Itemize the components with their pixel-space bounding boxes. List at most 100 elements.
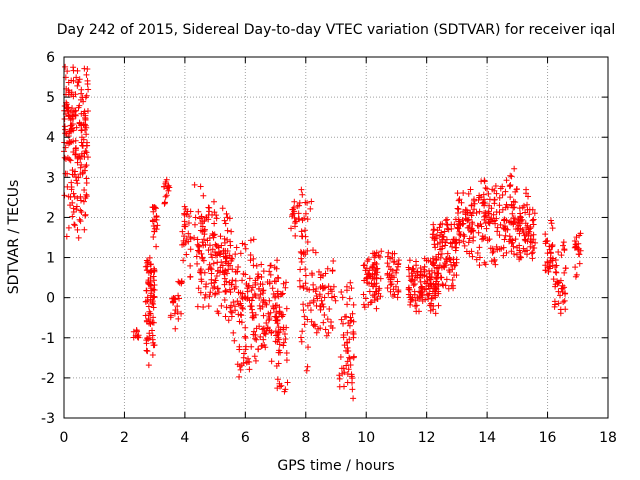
data-point bbox=[77, 207, 84, 214]
x-axis-label: GPS time / hours bbox=[277, 458, 394, 474]
data-point bbox=[68, 128, 75, 135]
data-point bbox=[320, 319, 327, 326]
data-point bbox=[444, 225, 451, 232]
data-point bbox=[516, 205, 523, 212]
data-point bbox=[560, 298, 567, 305]
data-point bbox=[488, 258, 495, 265]
data-point bbox=[437, 239, 444, 246]
data-point bbox=[276, 309, 283, 316]
data-point bbox=[206, 261, 213, 268]
data-point bbox=[549, 225, 556, 232]
data-point bbox=[227, 308, 234, 315]
data-point bbox=[350, 353, 357, 360]
data-point bbox=[191, 181, 198, 188]
data-point bbox=[464, 209, 471, 216]
data-point bbox=[194, 260, 201, 267]
data-point bbox=[496, 232, 503, 239]
data-point bbox=[242, 324, 249, 331]
data-point bbox=[526, 211, 533, 218]
data-point bbox=[275, 329, 282, 336]
data-point bbox=[340, 320, 347, 327]
data-point bbox=[435, 302, 442, 309]
data-point bbox=[488, 205, 495, 212]
data-point bbox=[198, 278, 205, 285]
data-point bbox=[476, 254, 483, 261]
data-point bbox=[519, 204, 526, 211]
data-point bbox=[517, 210, 524, 217]
data-point bbox=[260, 268, 267, 275]
data-point bbox=[144, 335, 151, 342]
data-point bbox=[496, 194, 503, 201]
data-point bbox=[71, 222, 78, 229]
data-point bbox=[274, 257, 281, 264]
data-point bbox=[70, 205, 77, 212]
data-point bbox=[325, 283, 332, 290]
data-point bbox=[546, 265, 553, 272]
data-point bbox=[301, 227, 308, 234]
data-point bbox=[330, 283, 337, 290]
data-point bbox=[437, 221, 444, 228]
data-point bbox=[304, 363, 311, 370]
data-point bbox=[194, 236, 201, 243]
data-point bbox=[466, 235, 473, 242]
data-point bbox=[209, 254, 216, 261]
data-point bbox=[146, 330, 153, 337]
data-point bbox=[73, 206, 80, 213]
data-point bbox=[442, 239, 449, 246]
data-point bbox=[171, 310, 178, 317]
data-point bbox=[150, 273, 157, 280]
data-point bbox=[391, 291, 398, 298]
data-point bbox=[218, 259, 225, 266]
data-point bbox=[496, 209, 503, 216]
x-tick-label: 16 bbox=[539, 430, 557, 446]
data-point bbox=[247, 237, 254, 244]
data-point bbox=[176, 295, 183, 302]
data-point bbox=[211, 283, 218, 290]
data-point bbox=[201, 217, 208, 224]
data-point bbox=[508, 248, 515, 255]
data-point bbox=[475, 229, 482, 236]
data-point bbox=[74, 180, 81, 187]
data-point bbox=[317, 274, 324, 281]
data-point bbox=[230, 299, 237, 306]
data-point bbox=[575, 251, 582, 258]
data-point bbox=[345, 320, 352, 327]
data-point bbox=[405, 264, 412, 271]
data-point bbox=[162, 180, 169, 187]
data-point bbox=[212, 277, 219, 284]
data-point bbox=[291, 208, 298, 215]
data-point bbox=[224, 236, 231, 243]
data-point bbox=[508, 201, 515, 208]
data-point bbox=[212, 252, 219, 259]
data-point bbox=[525, 193, 532, 200]
data-point bbox=[486, 210, 493, 217]
data-point bbox=[501, 236, 508, 243]
data-point bbox=[199, 239, 206, 246]
data-point bbox=[228, 302, 235, 309]
data-point bbox=[350, 328, 357, 335]
data-point bbox=[318, 297, 325, 304]
data-point bbox=[340, 334, 347, 341]
data-point bbox=[232, 283, 239, 290]
data-point bbox=[341, 313, 348, 320]
data-point bbox=[469, 219, 476, 226]
data-point bbox=[180, 257, 187, 264]
data-point bbox=[501, 216, 508, 223]
data-point bbox=[78, 139, 85, 146]
grid bbox=[64, 57, 608, 418]
data-point bbox=[470, 237, 477, 244]
data-point bbox=[413, 302, 420, 309]
data-point bbox=[513, 186, 520, 193]
data-point bbox=[277, 383, 284, 390]
data-point bbox=[350, 334, 357, 341]
data-point bbox=[147, 268, 154, 275]
data-point bbox=[371, 281, 378, 288]
data-point bbox=[143, 347, 150, 354]
data-point bbox=[375, 290, 382, 297]
data-point bbox=[406, 273, 413, 280]
data-point bbox=[550, 276, 557, 283]
data-point bbox=[551, 298, 558, 305]
data-point bbox=[338, 316, 345, 323]
data-point bbox=[562, 306, 569, 313]
